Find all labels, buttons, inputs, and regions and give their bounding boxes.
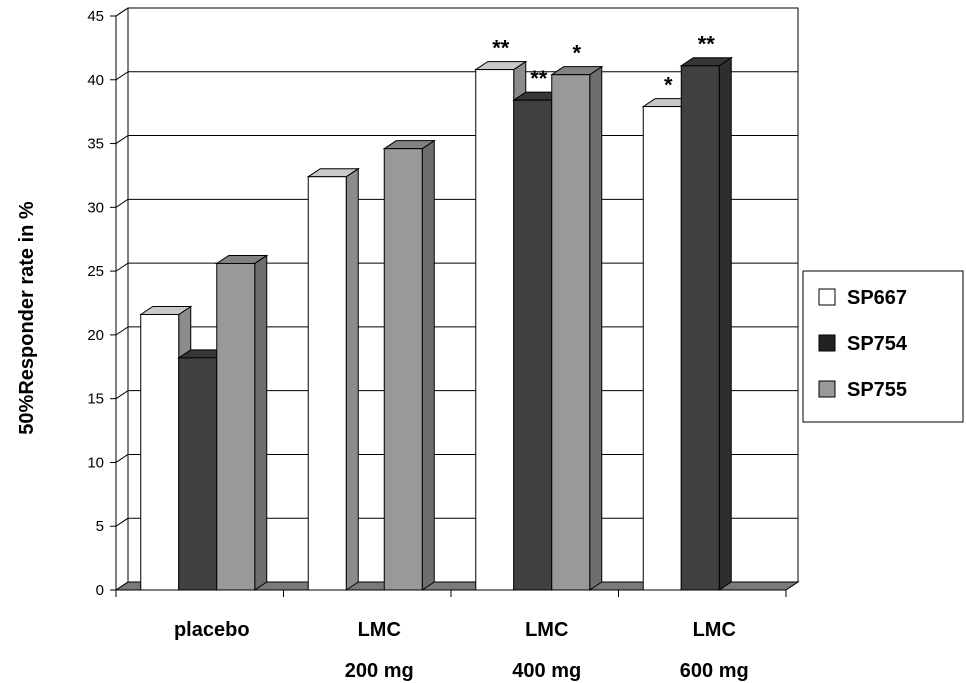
- significance-annotations: ********: [492, 32, 715, 98]
- bar-sp755-0: [215, 254, 269, 591]
- legend-item-sp667: SP667: [818, 287, 907, 309]
- legend-label: SP755: [847, 379, 907, 401]
- gridline-side: [115, 198, 129, 208]
- legend-item-sp754: SP754: [818, 333, 908, 355]
- x-tick-label: 600 mg: [680, 660, 749, 682]
- legend: SP667 SP754 SP755: [802, 270, 964, 423]
- x-axis: placebo LMC 200 mg LMC 400 mg LMC 600 mg: [115, 590, 787, 682]
- y-tick-label: 0: [96, 582, 104, 599]
- gridline-side: [115, 326, 129, 336]
- legend-label: SP667: [847, 287, 907, 309]
- x-tick-label: 200 mg: [345, 660, 414, 682]
- x-tick-label: LMC: [525, 619, 568, 641]
- gridline-side: [115, 454, 129, 463]
- significance-marker: *: [664, 73, 673, 98]
- significance-marker: **: [530, 66, 548, 91]
- y-axis-label: 50%Responder rate in %: [16, 201, 38, 435]
- bar-sp667-1: [306, 167, 360, 591]
- significance-marker: *: [572, 41, 581, 66]
- gridline-side: [115, 517, 129, 527]
- y-tick-label: 40: [87, 72, 104, 89]
- y-tick-label: 20: [87, 327, 104, 344]
- bar-sp755-2: [550, 65, 604, 591]
- y-tick-label: 30: [87, 199, 104, 216]
- legend-item-sp755: SP755: [818, 379, 907, 401]
- bar-sp754-3: [679, 56, 733, 591]
- y-tick-label: 35: [87, 136, 104, 153]
- significance-marker: **: [698, 32, 716, 57]
- y-tick-label: 45: [87, 8, 104, 25]
- y-tick-label: 15: [87, 391, 104, 408]
- gridline-side: [115, 390, 129, 400]
- y-tick-label: 10: [87, 454, 104, 471]
- y-tick-label: 5: [96, 518, 104, 535]
- x-tick-label: LMC: [693, 619, 736, 641]
- legend-swatch: [818, 334, 836, 352]
- gridline-side: [115, 7, 129, 17]
- legend-label: SP754: [847, 333, 908, 355]
- y-tick-label: 25: [87, 263, 104, 280]
- gridline-side: [115, 135, 129, 144]
- bar-sp755-1: [382, 139, 436, 591]
- x-tick-label: 400 mg: [512, 660, 581, 682]
- y-axis: 0 5 10 15 20 25 30 35 40 45: [87, 8, 117, 599]
- gridline-side: [115, 71, 129, 81]
- gridline-side: [115, 262, 129, 272]
- legend-swatch: [818, 380, 836, 398]
- x-tick-label: LMC: [358, 619, 401, 641]
- legend-swatch: [818, 288, 836, 306]
- significance-marker: **: [492, 36, 510, 61]
- x-tick-label: placebo: [174, 619, 250, 641]
- bars: [139, 56, 733, 591]
- plot-side-wall: [115, 7, 129, 591]
